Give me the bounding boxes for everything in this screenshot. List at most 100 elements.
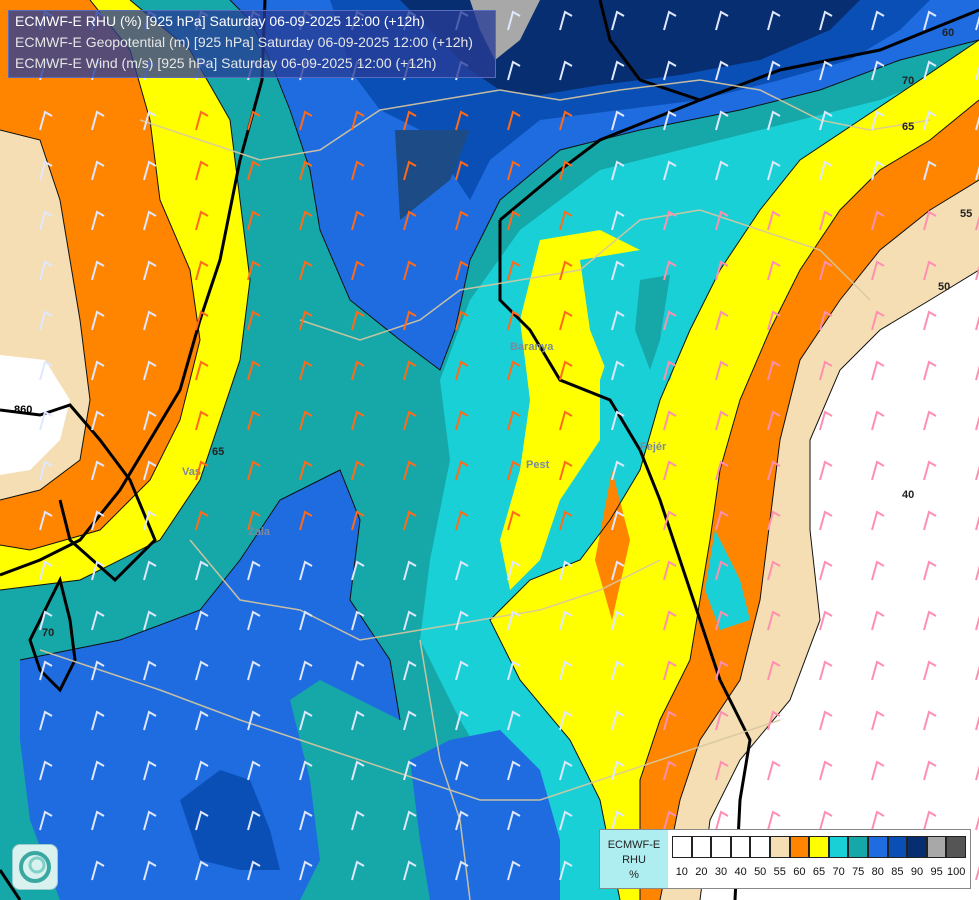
wind-barb — [975, 415, 979, 431]
wind-barb — [91, 210, 105, 231]
wind-barb — [507, 260, 521, 281]
wind-barb — [247, 510, 261, 531]
legend-tick: 10 — [675, 866, 688, 878]
legend-tick: 20 — [695, 866, 708, 878]
wind-barb — [403, 610, 417, 631]
wind-barb — [507, 860, 521, 881]
wind-barb — [819, 10, 833, 31]
wind-barb — [923, 60, 937, 81]
wind-barb — [39, 410, 53, 431]
wind-barb — [819, 510, 833, 531]
wind-barb — [923, 260, 937, 281]
wind-barb — [351, 810, 365, 831]
wind-barb — [39, 360, 53, 381]
wind-barb — [559, 60, 573, 81]
wind-barb — [975, 365, 979, 381]
wind-barb — [715, 360, 729, 381]
wind-barb — [195, 860, 209, 881]
wind-barb — [507, 610, 521, 631]
wind-barb — [507, 60, 521, 81]
wind-barb — [819, 560, 833, 581]
legend-swatch — [711, 836, 731, 858]
wind-barb — [299, 610, 313, 631]
wind-barb — [975, 215, 979, 231]
wind-barb — [663, 760, 677, 781]
map-title-box: ECMWF-E RHU (%) [925 hPa] Saturday 06-09… — [8, 10, 496, 78]
wind-barb — [195, 560, 209, 581]
wind-barb — [195, 260, 209, 281]
wind-barb — [715, 810, 729, 831]
wind-barb — [975, 615, 979, 631]
legend-swatch — [769, 836, 790, 858]
wind-barb — [403, 660, 417, 681]
wind-barb — [871, 260, 885, 281]
wind-barb — [195, 360, 209, 381]
wind-barb — [611, 710, 625, 731]
wind-barb — [143, 360, 157, 381]
wind-barb — [195, 460, 209, 481]
wind-barb — [247, 610, 261, 631]
wind-barb — [143, 810, 157, 831]
legend-swatch — [730, 836, 751, 858]
wind-barb — [455, 660, 469, 681]
wind-barb — [663, 110, 677, 131]
wind-barb — [819, 610, 833, 631]
wind-barb — [975, 765, 979, 781]
wind-barb — [247, 310, 261, 331]
wind-barb — [455, 810, 469, 831]
wind-barb — [871, 360, 885, 381]
wind-barb — [715, 210, 729, 231]
wind-barb — [559, 210, 573, 231]
legend-tick: 100 — [947, 866, 966, 878]
wind-barb — [403, 510, 417, 531]
wind-barb — [559, 760, 573, 781]
wind-barb — [663, 610, 677, 631]
wind-barb — [663, 210, 677, 231]
wind-barb — [559, 410, 573, 431]
wind-barb — [767, 660, 781, 681]
wind-barb — [507, 810, 521, 831]
wind-barb — [247, 860, 261, 881]
wind-barb — [403, 710, 417, 731]
wind-barb — [819, 60, 833, 81]
wind-barb — [611, 360, 625, 381]
wind-barb — [923, 710, 937, 731]
legend-tick: 85 — [891, 866, 904, 878]
wind-barb — [715, 260, 729, 281]
wind-barb — [507, 310, 521, 331]
wind-barb — [143, 210, 157, 231]
wind-barb — [871, 10, 885, 31]
wind-barb — [559, 310, 573, 331]
wind-barb — [39, 210, 53, 231]
wind-barb — [715, 610, 729, 631]
wind-barb — [611, 560, 625, 581]
wind-barb — [39, 110, 53, 131]
wind-barb — [91, 160, 105, 181]
wind-barb — [923, 560, 937, 581]
ecmwf-logo — [12, 844, 58, 890]
wind-barb — [611, 810, 625, 831]
wind-barb — [663, 710, 677, 731]
rh-75-bottom-center — [410, 730, 560, 900]
wind-barb — [975, 665, 979, 681]
wind-barb — [663, 660, 677, 681]
wind-barb — [611, 610, 625, 631]
wind-barb — [559, 160, 573, 181]
wind-barb — [819, 210, 833, 231]
wind-barb — [351, 510, 365, 531]
wind-barb — [507, 510, 521, 531]
place-zala: Zala — [248, 526, 271, 538]
wind-barb — [195, 510, 209, 531]
wind-barb — [351, 760, 365, 781]
wind-barb — [91, 360, 105, 381]
wind-barb — [559, 360, 573, 381]
wind-barb — [351, 560, 365, 581]
legend-swatch — [946, 836, 966, 858]
wind-barb — [975, 465, 979, 481]
legend-tick: 60 — [793, 866, 806, 878]
wind-barb — [351, 210, 365, 231]
wind-barb — [91, 660, 105, 681]
wind-barb — [91, 860, 105, 881]
wind-barb — [767, 560, 781, 581]
wind-barb — [663, 160, 677, 181]
